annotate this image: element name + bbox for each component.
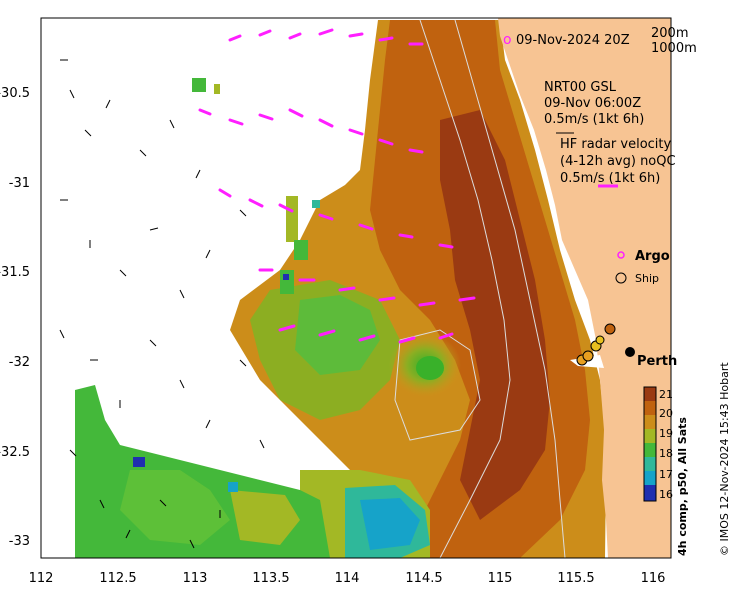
- colorbar-tick: 21: [659, 388, 673, 401]
- isobath-label-1000: 1000m: [651, 41, 697, 56]
- svg-text:113.5: 113.5: [252, 571, 289, 586]
- perth-marker: [625, 347, 635, 357]
- colorbar: 21 20 19 18 17 16 4h comp, p50, All Sats: [643, 386, 689, 556]
- gsl-line-2: 09-Nov 06:00Z: [544, 96, 641, 111]
- isobath-lines: [394, 19, 566, 558]
- hf-radar-vectors: [198, 28, 476, 344]
- plot-frame: [40, 17, 672, 559]
- ship-icon: [615, 272, 627, 284]
- ship-label: Ship: [635, 272, 659, 285]
- svg-text:114: 114: [335, 571, 360, 586]
- hf-line-3: 0.5m/s (1kt 6h): [560, 171, 660, 186]
- colorbar-tick: 18: [659, 447, 673, 460]
- svg-text:-31.5: -31.5: [0, 265, 30, 280]
- ship-markers: [576, 323, 616, 366]
- x-axis: 112 112.5 113 113.5 114 114.5 115 115.5 …: [29, 571, 666, 586]
- colorbar-tick: 19: [659, 427, 673, 440]
- date-marker-icon: o: [503, 32, 512, 48]
- colorbar-title: 4h comp, p50, All Sats: [676, 417, 689, 556]
- y-axis: -30.5 -31 -31.5 -32 -32.5 -33: [0, 86, 30, 549]
- svg-text:115.5: 115.5: [557, 571, 594, 586]
- colorbar-tick: 16: [659, 488, 673, 501]
- svg-text:114.5: 114.5: [405, 571, 442, 586]
- svg-text:112.5: 112.5: [99, 571, 136, 586]
- date-label: 09-Nov-2024 20Z: [516, 33, 630, 48]
- gsl-vectors: [59, 59, 265, 549]
- legend-text: o 09-Nov-2024 20Z 200m 1000m NRT00 GSL 0…: [503, 26, 697, 369]
- svg-text:-31: -31: [9, 176, 30, 191]
- gsl-line-3: 0.5m/s (1kt 6h): [544, 112, 644, 127]
- hf-line-1: HF radar velocity: [560, 137, 672, 152]
- city-label-perth: Perth: [637, 354, 677, 369]
- argo-label: Argo: [635, 249, 670, 264]
- svg-text:113: 113: [183, 571, 208, 586]
- isobath-label-200: 200m: [651, 26, 688, 41]
- credit-text: © IMOS 12-Nov-2024 15:43 Hobart: [718, 362, 731, 556]
- colorbar-tick: 20: [659, 407, 673, 420]
- argo-icon: [617, 251, 625, 259]
- map-plot-area: [41, 18, 671, 558]
- svg-text:-30.5: -30.5: [0, 86, 30, 101]
- svg-text:-33: -33: [9, 534, 30, 549]
- land-mass: [498, 18, 671, 558]
- hf-line-2: (4-12h avg) noQC: [560, 154, 676, 169]
- svg-text:-32: -32: [9, 355, 30, 370]
- svg-text:-32.5: -32.5: [0, 445, 30, 460]
- svg-text:112: 112: [29, 571, 54, 586]
- colorbar-tick: 17: [659, 468, 673, 481]
- gsl-line-1: NRT00 GSL: [544, 80, 617, 95]
- sst-field: [75, 20, 606, 558]
- svg-text:116: 116: [641, 571, 666, 586]
- svg-text:115: 115: [488, 571, 513, 586]
